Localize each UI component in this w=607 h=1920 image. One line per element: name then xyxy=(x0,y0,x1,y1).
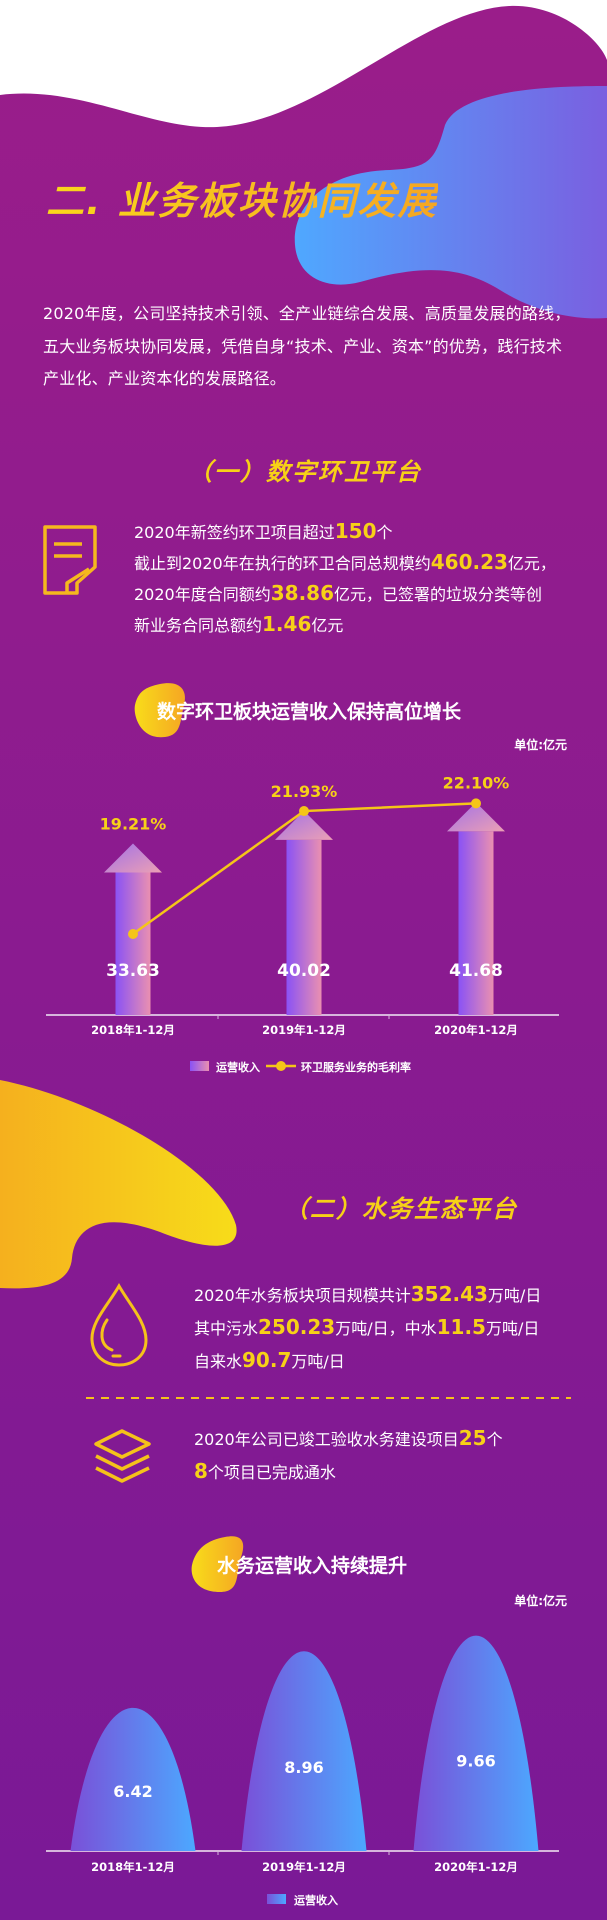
revenue-arrow-bar xyxy=(286,839,322,1015)
margin-value-label: 21.93% xyxy=(271,782,338,801)
yellow-blob-decoration xyxy=(0,1080,237,1289)
text-segment: 亿元，已签署的垃圾分类等创 xyxy=(334,585,543,604)
highlight-value: 25 xyxy=(458,1426,487,1450)
text-segment: 万吨/日，中水 xyxy=(335,1319,437,1338)
text-segment: 新业务合同总额约 xyxy=(134,616,263,635)
highlight-value: 460.23 xyxy=(430,550,508,574)
text-segment: 2020年水务板块项目规模共计 xyxy=(194,1286,411,1305)
revenue-value-label: 40.02 xyxy=(277,961,331,981)
section1-heading: （一）数字环卫平台 xyxy=(188,458,422,486)
x-tick-label: 2019年1-12月 xyxy=(262,1023,346,1037)
revenue-value-label: 6.42 xyxy=(113,1782,152,1801)
margin-value-label: 22.10% xyxy=(443,773,510,792)
revenue-value-label: 41.68 xyxy=(449,961,503,981)
revenue-value-label: 8.96 xyxy=(284,1758,323,1777)
layers-icon xyxy=(94,1429,151,1483)
highlight-value: 11.5 xyxy=(436,1315,486,1339)
revenue-value-label: 9.66 xyxy=(456,1752,495,1771)
text-segment: 个项目已完成通水 xyxy=(207,1463,336,1482)
margin-value-label: 19.21% xyxy=(100,814,167,833)
text-segment: 万吨/日 xyxy=(291,1352,345,1371)
text-segment: 万吨/日 xyxy=(487,1286,542,1305)
text-line: 新业务合同总额约1.46亿元 xyxy=(134,612,343,636)
x-tick-label: 2018年1-12月 xyxy=(91,1023,175,1037)
revenue-hump-bar xyxy=(70,1707,196,1851)
revenue-arrow-bar xyxy=(458,831,494,1015)
blue-blob-decoration xyxy=(294,86,607,319)
legend-revenue-swatch xyxy=(190,1061,209,1071)
margin-point xyxy=(299,806,309,817)
legend-revenue-swatch xyxy=(267,1894,286,1904)
legend-revenue-label: 运营收入 xyxy=(216,1060,260,1074)
margin-point xyxy=(128,929,138,939)
text-segment: 亿元， xyxy=(507,554,556,573)
intro-line-1: 2020年度，公司坚持技术引领、全产业链综合发展、高质量发展的路线， xyxy=(43,304,571,323)
text-segment: 其中污水 xyxy=(194,1319,259,1338)
highlight-value: 250.23 xyxy=(258,1315,336,1339)
chart1-title: 数字环卫板块运营收入保持高位增长 xyxy=(157,701,462,723)
document-icon xyxy=(43,525,97,595)
highlight-value: 150 xyxy=(334,519,377,543)
revenue-arrow-head xyxy=(104,843,162,873)
intro-line-2: 五大业务板块协同发展，凭借自身“技术、产业、资本”的优势，践行技术 xyxy=(43,337,563,356)
section2-heading: （二）水务生态平台 xyxy=(284,1195,518,1223)
highlight-value: 90.7 xyxy=(242,1348,292,1372)
revenue-arrow-head xyxy=(447,802,505,832)
legend-revenue-label: 运营收入 xyxy=(294,1893,338,1907)
text-segment: 万吨/日 xyxy=(485,1319,540,1338)
chart2-title: 水务运营收入持续提升 xyxy=(217,1555,408,1577)
text-line: 自来水90.7万吨/日 xyxy=(194,1348,345,1372)
text-line: 2020年度合同额约38.86亿元，已签署的垃圾分类等创 xyxy=(134,581,542,605)
water-drop-icon xyxy=(90,1283,148,1367)
text-segment: 截止到2020年在执行的环卫合同总规模约 xyxy=(134,554,431,573)
text-segment: 个 xyxy=(486,1430,503,1449)
intro-line-3: 产业化、产业资本化的发展路径。 xyxy=(43,369,287,388)
text-line: 其中污水250.23万吨/日，中水11.5万吨/日 xyxy=(194,1315,539,1339)
text-segment: 个 xyxy=(376,523,393,542)
text-line: 8个项目已完成通水 xyxy=(194,1459,336,1483)
highlight-value: 1.46 xyxy=(262,612,312,636)
margin-point xyxy=(471,798,481,809)
text-line: 2020年新签约环卫项目超过150个 xyxy=(134,519,393,543)
revenue-value-label: 33.63 xyxy=(106,961,160,981)
x-tick-label: 2018年1-12月 xyxy=(91,1860,175,1874)
legend-margin-label: 环卫服务业务的毛利率 xyxy=(301,1060,411,1074)
revenue-arrow-bar xyxy=(115,872,151,1015)
revenue-hump-bar xyxy=(413,1635,539,1851)
revenue-arrow-head xyxy=(275,810,333,840)
chart1-title-blob xyxy=(134,683,185,738)
text-line: 截止到2020年在执行的环卫合同总规模约460.23亿元， xyxy=(134,550,556,574)
x-tick-label: 2019年1-12月 xyxy=(262,1860,346,1874)
text-segment: 自来水 xyxy=(194,1352,243,1371)
page-title: 二. 业务板块协同发展 xyxy=(46,170,438,225)
text-segment: 亿元 xyxy=(311,616,344,635)
chart2-title-blob xyxy=(191,1536,244,1592)
x-tick-label: 2020年1-12月 xyxy=(434,1860,518,1874)
highlight-value: 8 xyxy=(194,1459,208,1483)
chart1-unit: 单位:亿元 xyxy=(514,738,567,752)
x-tick-label: 2020年1-12月 xyxy=(434,1023,518,1037)
text-line: 2020年公司已竣工验收水务建设项目25个 xyxy=(194,1426,503,1450)
chart2-unit: 单位:亿元 xyxy=(514,1594,567,1608)
highlight-value: 38.86 xyxy=(270,581,334,605)
text-segment: 2020年公司已竣工验收水务建设项目 xyxy=(194,1430,459,1449)
text-segment: 2020年度合同额约 xyxy=(134,585,271,604)
text-segment: 2020年新签约环卫项目超过 xyxy=(134,523,335,542)
revenue-hump-bar xyxy=(241,1651,367,1851)
text-line: 2020年水务板块项目规模共计352.43万吨/日 xyxy=(194,1282,541,1306)
legend-margin-dot xyxy=(276,1061,286,1071)
highlight-value: 352.43 xyxy=(410,1282,488,1306)
